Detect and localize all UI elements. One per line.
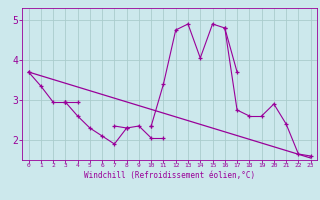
- X-axis label: Windchill (Refroidissement éolien,°C): Windchill (Refroidissement éolien,°C): [84, 171, 255, 180]
